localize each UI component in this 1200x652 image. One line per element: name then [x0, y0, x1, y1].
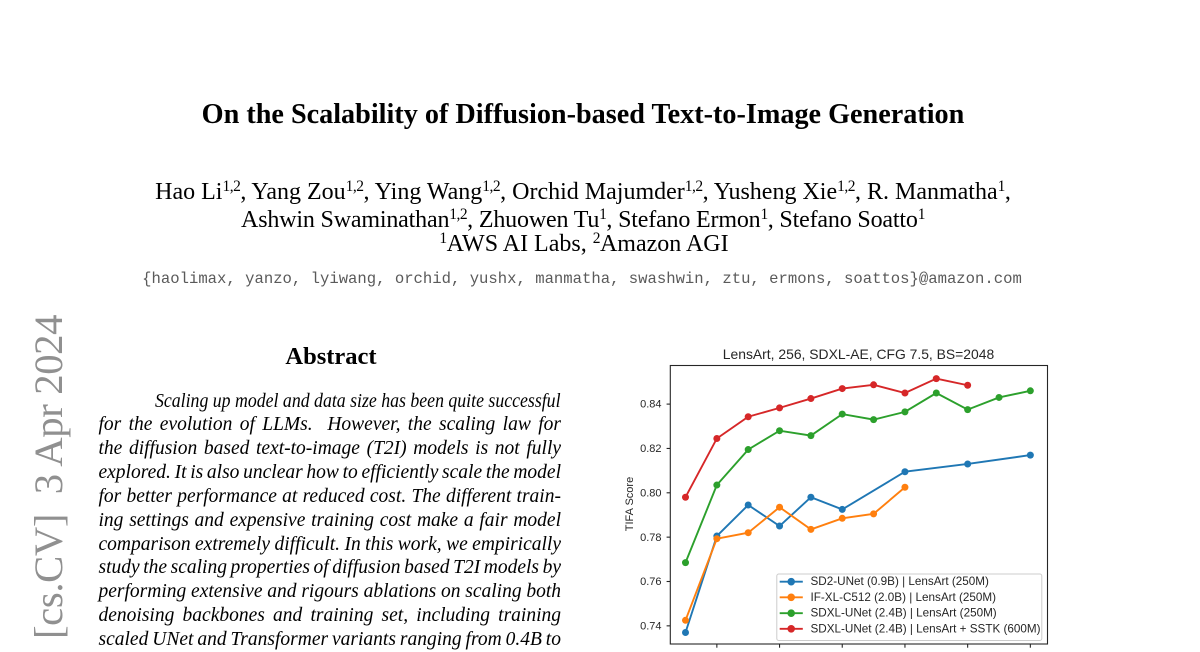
svg-text:0.84: 0.84	[640, 399, 661, 411]
svg-text:LensArt, 256, SDXL-AE, CFG 7.5: LensArt, 256, SDXL-AE, CFG 7.5, BS=2048	[723, 346, 995, 362]
svg-text:0.78: 0.78	[640, 532, 661, 544]
svg-text:SDXL-UNet (2.4B) | LensArt (25: SDXL-UNet (2.4B) | LensArt (250M)	[811, 607, 997, 620]
svg-text:0.74: 0.74	[640, 620, 661, 632]
svg-text:SD2-UNet (0.9B) | LensArt (250: SD2-UNet (0.9B) | LensArt (250M)	[811, 575, 990, 588]
svg-text:IF-XL-C512 (2.0B) | LensArt (2: IF-XL-C512 (2.0B) | LensArt (250M)	[811, 591, 997, 604]
svg-text:0.76: 0.76	[640, 576, 661, 588]
svg-text:TIFA Score: TIFA Score	[624, 477, 636, 531]
svg-text:[cs.CV] 3 Apr 2024: [cs.CV] 3 Apr 2024	[26, 315, 71, 640]
svg-text:0.82: 0.82	[640, 443, 661, 455]
svg-text:0.80: 0.80	[640, 487, 661, 499]
svg-text:SDXL-UNet (2.4B) | LensArt + S: SDXL-UNet (2.4B) | LensArt + SSTK (600M)	[811, 622, 1041, 635]
